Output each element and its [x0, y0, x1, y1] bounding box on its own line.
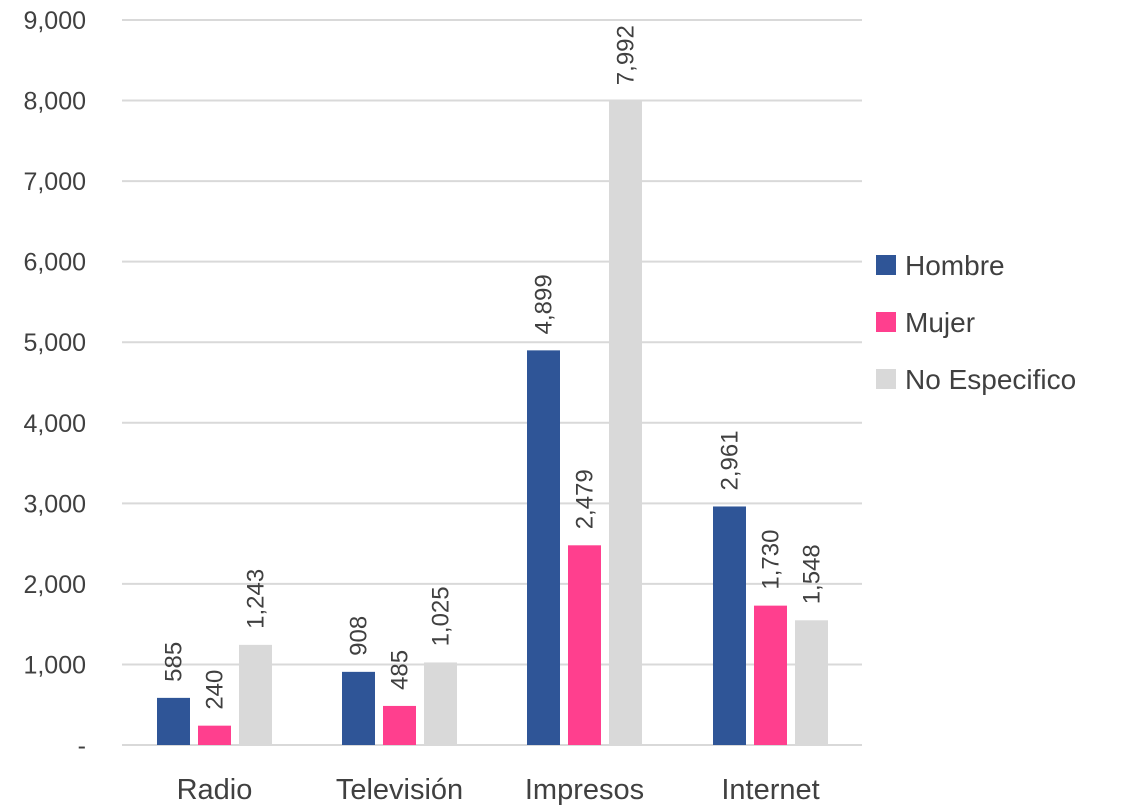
data-label-radio-hombre: 585 — [161, 642, 188, 682]
category-label-impresos: Impresos — [525, 774, 644, 806]
y-tick-label: 8,000 — [23, 88, 86, 116]
data-label-internet-mujer: 1,730 — [758, 530, 785, 590]
bar-internet-mujer — [754, 605, 787, 745]
legend: Hombre Mujer No Especifico — [876, 250, 1076, 395]
legend-label-mujer: Mujer — [905, 307, 975, 338]
legend-item-no-especifico: No Especifico — [876, 364, 1076, 395]
bar-internet-hombre — [713, 506, 746, 745]
data-label-internet-no-especifico: 1,548 — [799, 544, 826, 604]
data-labels: 585 240 1,243 908 485 1,025 4,899 2,479 7,992 2,9… — [161, 25, 826, 710]
data-label-television-mujer: 485 — [387, 650, 414, 690]
bar-radio-no-especifico — [239, 644, 272, 745]
bar-impresos-hombre — [527, 350, 560, 745]
legend-item-hombre: Hombre — [876, 250, 1005, 281]
y-tick-label: 9,000 — [23, 7, 86, 35]
category-label-internet: Internet — [721, 774, 819, 806]
legend-label-hombre: Hombre — [905, 250, 1005, 281]
x-axis-category-labels: Radio Televisión Impresos Internet — [177, 774, 820, 806]
category-label-radio: Radio — [177, 774, 253, 806]
data-label-television-no-especifico: 1,025 — [428, 586, 455, 646]
legend-swatch-hombre — [876, 255, 896, 275]
y-tick-label: 7,000 — [23, 168, 86, 196]
data-label-radio-no-especifico: 1,243 — [243, 569, 270, 629]
y-tick-label: 2,000 — [23, 571, 86, 599]
legend-swatch-mujer — [876, 312, 896, 332]
y-tick-label: 3,000 — [23, 490, 86, 518]
bar-television-hombre — [342, 671, 375, 745]
data-label-impresos-hombre: 4,899 — [531, 274, 558, 334]
bar-impresos-no-especifico — [609, 101, 642, 745]
bar-radio-hombre — [157, 697, 190, 745]
data-label-television-hombre: 908 — [346, 616, 373, 656]
bar-internet-no-especifico — [795, 620, 828, 745]
y-tick-label: 4,000 — [23, 410, 86, 438]
bars — [157, 101, 828, 745]
y-tick-label: 6,000 — [23, 249, 86, 277]
gridlines — [122, 19, 862, 746]
category-label-television: Televisión — [336, 774, 463, 806]
y-tick-label: 1,000 — [23, 651, 86, 679]
legend-swatch-no-especifico — [876, 369, 896, 389]
legend-label-no-especifico: No Especifico — [905, 364, 1076, 395]
y-tick-label: - — [78, 732, 86, 760]
bar-radio-mujer — [198, 725, 231, 745]
y-tick-label: 5,000 — [23, 329, 86, 357]
bar-television-mujer — [383, 705, 416, 745]
data-label-internet-hombre: 2,961 — [717, 430, 744, 490]
y-axis-tick-labels: - 1,000 2,000 3,000 4,000 5,000 6,000 7,000 8,00… — [23, 7, 86, 760]
data-label-radio-mujer: 240 — [202, 670, 229, 710]
data-label-impresos-no-especifico: 7,992 — [613, 25, 640, 85]
legend-item-mujer: Mujer — [876, 307, 975, 338]
bar-impresos-mujer — [568, 545, 601, 745]
bar-television-no-especifico — [424, 662, 457, 745]
data-label-impresos-mujer: 2,479 — [572, 469, 599, 529]
